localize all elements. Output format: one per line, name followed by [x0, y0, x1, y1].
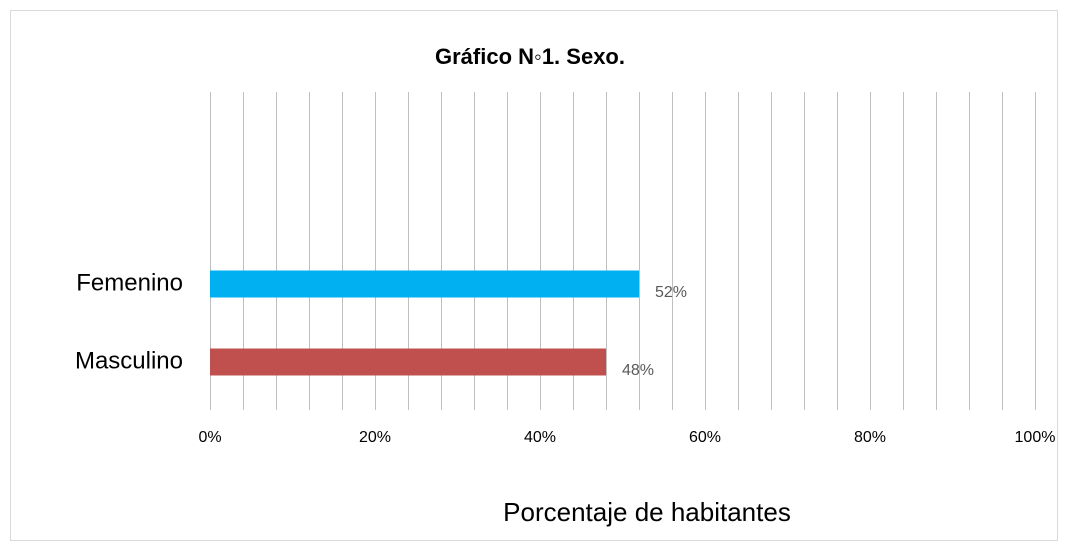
x-tick-label: 100%: [1015, 429, 1056, 446]
value-label: 52%: [655, 284, 687, 301]
chart-title: Gráfico N◦1. Sexo.: [435, 44, 625, 69]
x-tick-label: 40%: [524, 429, 556, 446]
bar: [210, 270, 639, 298]
x-tick-label: 60%: [689, 429, 721, 446]
y-tick-label: Femenino: [76, 269, 183, 296]
x-tick-label: 0%: [198, 429, 221, 446]
x-tick-label: 20%: [359, 429, 391, 446]
x-tick-label: 80%: [854, 429, 886, 446]
x-axis-title: Porcentaje de habitantes: [503, 497, 791, 527]
bar: [210, 348, 606, 376]
value-label: 48%: [622, 362, 654, 379]
y-tick-label: Masculino: [75, 347, 183, 374]
